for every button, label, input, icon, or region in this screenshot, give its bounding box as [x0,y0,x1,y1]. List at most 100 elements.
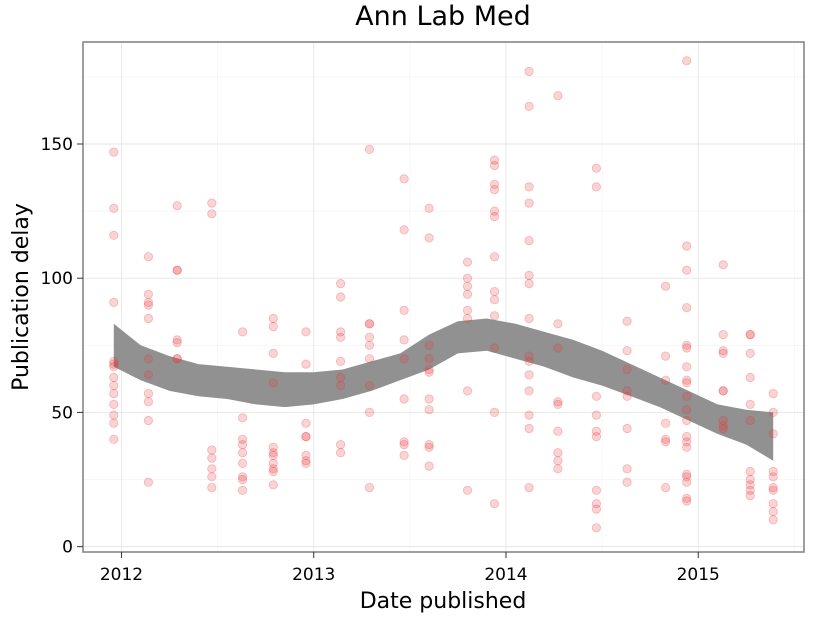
data-point [399,225,409,235]
data-point [745,485,755,495]
data-point [591,523,602,533]
data-point [268,321,278,332]
data-point [682,472,692,482]
data-point [172,354,182,364]
data-point [768,515,778,525]
data-point [718,348,728,358]
data-point [682,378,692,388]
data-point [143,313,153,324]
data-point [238,434,248,444]
data-point [424,364,434,375]
data-point [553,399,563,409]
data-point [143,289,153,299]
data-point [489,179,500,189]
data-point [682,415,692,426]
data-point [335,380,346,391]
data-point [335,332,346,342]
data-point [301,431,311,442]
data-point [768,482,778,493]
data-point [424,340,434,350]
data-point [768,507,778,517]
data-point [301,359,311,369]
data-point [682,340,692,350]
data-point [268,458,278,468]
data-point [335,356,346,366]
data-point [553,456,563,466]
data-point [268,464,278,474]
data-point [172,265,182,275]
data-point [768,429,778,439]
x-tick-label: 2015 [677,565,720,585]
data-point [489,407,500,417]
data-point [462,289,473,299]
data-point [524,356,534,366]
y-tick-label: 50 [51,403,73,423]
data-point [424,354,434,364]
data-point [718,421,728,431]
data-point [462,273,473,283]
data-point [424,394,434,404]
data-point [399,450,409,460]
data-point [660,375,671,385]
chart-title: Ann Lab Med [355,1,531,32]
data-point [268,442,278,452]
points-layer [109,56,778,533]
data-point [682,343,692,353]
data-point [745,466,755,477]
data-point [143,370,153,380]
data-point [622,316,632,326]
data-point [745,415,755,426]
data-point [268,450,278,460]
data-point [143,297,153,307]
data-point [553,448,563,458]
data-point [364,407,375,417]
data-point [524,270,534,281]
data-point [682,477,692,487]
data-point [489,252,500,262]
data-point [591,431,602,442]
data-point [682,303,692,313]
data-point [745,474,755,485]
data-point [364,332,375,342]
data-point [364,144,375,154]
data-point [109,388,119,399]
data-point [768,407,778,417]
data-point [682,391,692,401]
data-point [364,354,375,364]
data-point [207,464,217,474]
data-point [660,482,671,493]
data-point [768,472,778,482]
data-point [335,292,346,302]
data-point [172,265,182,275]
data-point [660,351,671,361]
data-point [109,362,119,372]
data-point [524,236,534,246]
data-point [524,482,534,493]
data-point [238,448,248,458]
data-point [462,386,473,396]
data-point [301,418,311,428]
data-point [364,319,375,329]
data-point [553,397,563,407]
data-point [268,378,278,388]
data-point [489,286,500,297]
data-point [622,364,632,375]
x-axis-label: Date published [360,589,527,614]
data-point [745,480,755,490]
data-point [399,439,409,450]
data-point [489,311,500,321]
data-point [768,499,778,509]
data-point [745,329,755,340]
data-point [172,337,182,348]
data-point [301,458,311,468]
data-point [768,466,778,477]
data-point [524,313,534,324]
data-point [489,155,500,165]
data-point [238,413,248,423]
data-point [301,450,311,460]
data-point [207,198,217,208]
data-point [109,359,119,369]
data-point [524,182,534,192]
data-point [591,182,602,192]
